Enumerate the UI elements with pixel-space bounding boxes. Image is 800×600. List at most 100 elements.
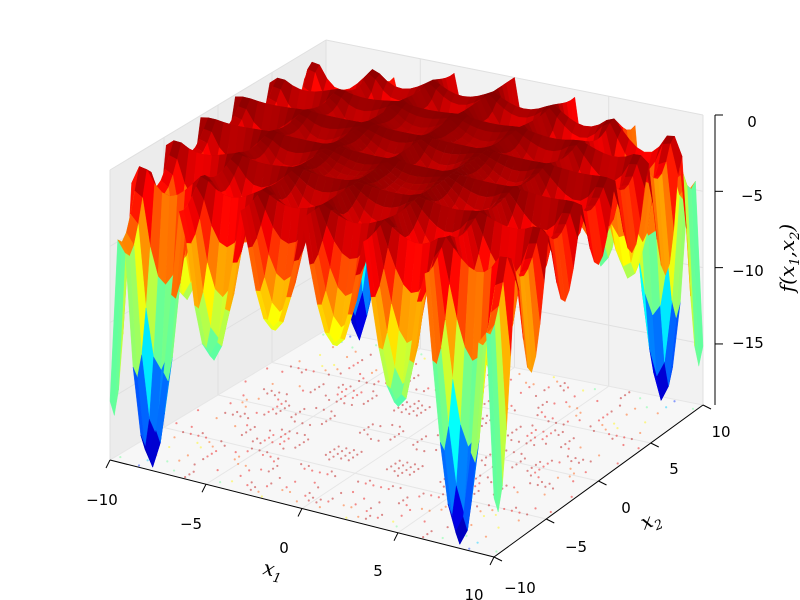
contour-mark xyxy=(562,389,565,392)
contour-mark xyxy=(533,443,536,447)
contour-mark xyxy=(369,353,372,356)
contour-mark xyxy=(430,494,433,497)
contour-mark xyxy=(556,476,560,479)
contour-mark xyxy=(553,402,556,405)
contour-mark xyxy=(645,406,648,409)
contour-mark xyxy=(253,425,256,429)
contour-mark xyxy=(557,433,560,437)
contour-mark xyxy=(289,365,293,368)
z-tick-label: −5 xyxy=(741,187,763,205)
contour-mark xyxy=(534,471,537,474)
contour-mark xyxy=(489,453,492,456)
contour-mark xyxy=(529,482,532,485)
contour-mark xyxy=(369,514,372,517)
contour-mark xyxy=(408,412,411,415)
contour-mark xyxy=(511,431,514,434)
contour-mark xyxy=(602,416,605,419)
contour-mark xyxy=(422,492,425,495)
contour-mark xyxy=(656,412,659,415)
contour-mark xyxy=(256,437,259,440)
contour-mark xyxy=(536,414,539,417)
contour-mark xyxy=(257,490,260,493)
contour-mark xyxy=(354,503,357,506)
contour-mark xyxy=(166,460,169,463)
contour-mark xyxy=(597,419,601,422)
contour-mark xyxy=(363,497,366,500)
contour-mark xyxy=(497,526,500,529)
contour-mark xyxy=(546,462,549,465)
contour-mark xyxy=(549,432,553,435)
contour-mark xyxy=(285,486,288,489)
contour-mark xyxy=(315,406,318,410)
contour-mark xyxy=(371,397,374,400)
contour-mark xyxy=(426,533,429,536)
contour-mark xyxy=(284,433,287,436)
contour-mark xyxy=(352,449,356,452)
contour-mark xyxy=(244,380,247,383)
contour-mark xyxy=(239,474,242,477)
contour-mark xyxy=(294,446,297,449)
contour-mark xyxy=(568,440,571,443)
contour-mark xyxy=(219,481,222,484)
contour-mark xyxy=(237,455,241,458)
contour-mark xyxy=(484,456,488,459)
y-tick-label: −10 xyxy=(504,579,536,597)
contour-mark xyxy=(318,471,321,474)
contour-mark xyxy=(541,438,544,441)
contour-mark xyxy=(272,433,275,437)
contour-mark xyxy=(372,390,375,393)
x-tick-mark xyxy=(489,556,495,566)
contour-mark xyxy=(541,403,544,406)
contour-mark xyxy=(223,444,226,447)
contour-mark xyxy=(529,439,532,442)
contour-mark xyxy=(437,496,440,499)
x-tick-mark xyxy=(297,508,303,517)
contour-mark xyxy=(329,450,332,454)
contour-mark xyxy=(534,394,538,398)
contour-mark xyxy=(526,434,529,437)
contour-mark xyxy=(345,447,348,450)
surface-mesh xyxy=(109,61,704,545)
contour-mark xyxy=(531,424,534,427)
contour-mark xyxy=(336,393,339,396)
contour-mark xyxy=(249,428,252,431)
contour-mark xyxy=(362,402,365,405)
contour-mark xyxy=(478,482,481,485)
contour-mark xyxy=(301,389,305,392)
contour-mark xyxy=(288,490,292,494)
contour-mark xyxy=(280,402,283,406)
contour-mark xyxy=(639,397,642,400)
z-axis-ticklabels: 0 −5 −10 −15 xyxy=(732,113,764,352)
contour-mark xyxy=(483,402,486,406)
contour-mark xyxy=(368,479,372,482)
contour-mark xyxy=(477,489,480,493)
contour-mark xyxy=(673,400,676,403)
contour-mark xyxy=(625,413,628,416)
contour-mark xyxy=(339,397,343,400)
contour-mark xyxy=(193,463,196,466)
contour-mark xyxy=(146,459,149,462)
contour-mark xyxy=(556,380,559,383)
contour-mark xyxy=(616,462,619,465)
contour-mark xyxy=(202,458,205,461)
contour-mark xyxy=(400,411,403,414)
contour-mark xyxy=(342,504,345,507)
contour-mark xyxy=(260,468,263,471)
y-tick-label: −5 xyxy=(565,538,587,556)
contour-mark xyxy=(347,459,350,462)
contour-mark xyxy=(413,470,416,473)
contour-mark xyxy=(552,376,555,379)
contour-mark xyxy=(420,438,423,441)
contour-mark xyxy=(327,373,330,376)
contour-mark xyxy=(297,367,300,370)
contour-mark xyxy=(270,389,273,392)
contour-mark xyxy=(294,413,297,416)
contour-mark xyxy=(216,469,219,472)
contour-mark xyxy=(420,353,423,356)
contour-mark xyxy=(530,431,533,435)
contour-mark xyxy=(475,505,479,508)
contour-mark xyxy=(420,507,424,511)
contour-mark xyxy=(137,464,141,467)
contour-mark xyxy=(278,476,281,480)
contour-mark xyxy=(506,434,510,437)
